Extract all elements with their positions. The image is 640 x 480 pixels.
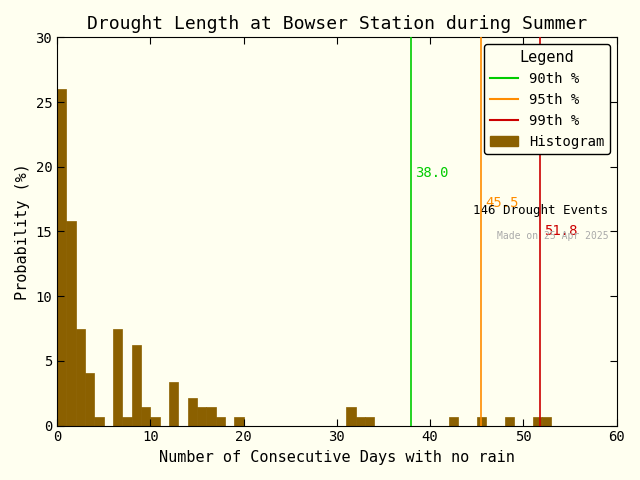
Text: Made on 25 Apr 2025: Made on 25 Apr 2025 bbox=[497, 231, 608, 241]
Title: Drought Length at Bowser Station during Summer: Drought Length at Bowser Station during … bbox=[87, 15, 587, 33]
X-axis label: Number of Consecutive Days with no rain: Number of Consecutive Days with no rain bbox=[159, 450, 515, 465]
Bar bbox=[57, 89, 67, 426]
Bar bbox=[67, 221, 76, 426]
Bar bbox=[216, 417, 225, 426]
Bar bbox=[197, 408, 206, 426]
Text: 146 Drought Events: 146 Drought Events bbox=[473, 204, 608, 217]
Text: 45.5: 45.5 bbox=[485, 196, 518, 210]
Bar bbox=[169, 382, 179, 426]
Bar bbox=[150, 417, 160, 426]
Bar bbox=[206, 408, 216, 426]
Bar bbox=[449, 417, 458, 426]
Bar bbox=[477, 417, 486, 426]
Legend: 90th %, 95th %, 99th %, Histogram: 90th %, 95th %, 99th %, Histogram bbox=[484, 44, 610, 154]
Bar bbox=[505, 417, 514, 426]
Bar bbox=[85, 372, 95, 426]
Bar bbox=[365, 417, 374, 426]
Bar bbox=[113, 328, 122, 426]
Bar bbox=[234, 417, 244, 426]
Bar bbox=[532, 417, 542, 426]
Bar bbox=[122, 417, 132, 426]
Y-axis label: Probability (%): Probability (%) bbox=[15, 163, 30, 300]
Bar bbox=[76, 328, 85, 426]
Bar bbox=[95, 417, 104, 426]
Bar bbox=[542, 417, 551, 426]
Text: 51.8: 51.8 bbox=[544, 225, 577, 239]
Bar bbox=[356, 417, 365, 426]
Bar bbox=[132, 345, 141, 426]
Bar bbox=[141, 408, 150, 426]
Text: 38.0: 38.0 bbox=[415, 166, 449, 180]
Bar bbox=[346, 408, 356, 426]
Bar bbox=[188, 398, 197, 426]
